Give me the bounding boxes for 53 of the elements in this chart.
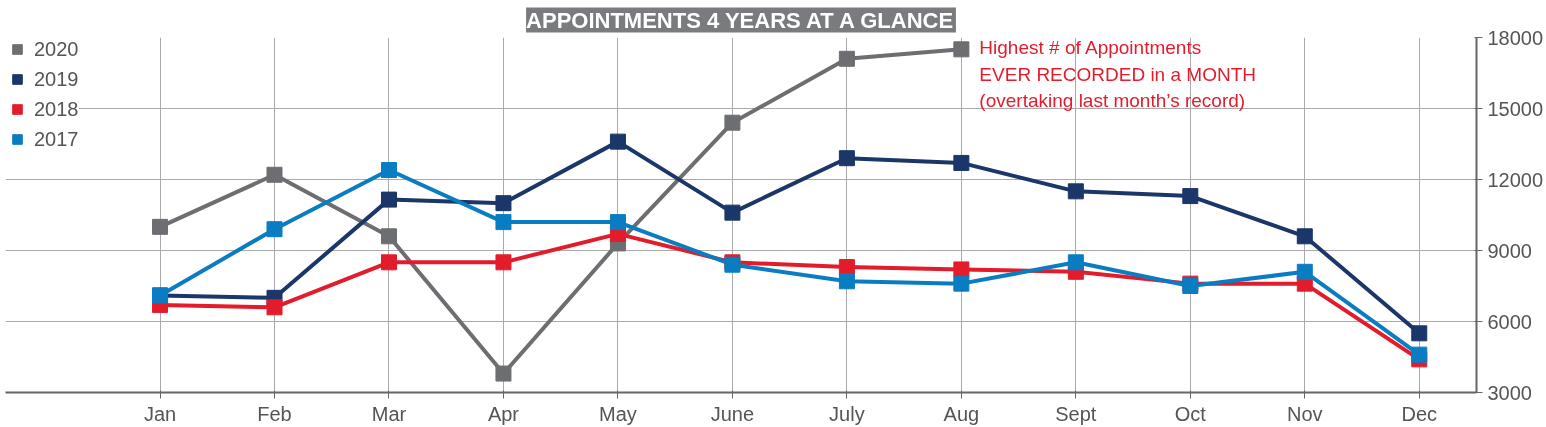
legend-label: 2019 xyxy=(34,67,79,91)
x-tick-label: May xyxy=(599,402,637,425)
chart-title: APPOINTMENTS 4 YEARS AT A GLANCE xyxy=(526,7,954,33)
x-tick-label: July xyxy=(829,402,865,425)
point xyxy=(838,273,855,290)
x-tick-label: Apr xyxy=(487,402,520,425)
point xyxy=(380,162,397,179)
point xyxy=(953,275,970,292)
point xyxy=(1182,188,1199,205)
point xyxy=(609,214,626,231)
legend-label: 2018 xyxy=(34,97,79,121)
point xyxy=(1296,228,1313,245)
x-tick-label: Mar xyxy=(371,402,407,425)
point xyxy=(1067,183,1084,200)
point xyxy=(838,150,855,167)
y-tick-label: 12000 xyxy=(1487,168,1544,191)
legend-label: 2017 xyxy=(34,127,79,151)
x-tick-label: June xyxy=(710,402,755,425)
x-tick-label: Dec xyxy=(1401,402,1438,425)
point xyxy=(266,166,283,183)
point xyxy=(495,214,512,231)
legend-label: 2020 xyxy=(34,37,79,61)
y-tick-label: 15000 xyxy=(1487,97,1544,120)
x-tick-label: Aug xyxy=(943,402,980,425)
point xyxy=(1411,325,1428,342)
point xyxy=(1296,263,1313,280)
point xyxy=(1411,346,1428,363)
point xyxy=(380,191,397,208)
point xyxy=(380,254,397,271)
x-tick-label: Oct xyxy=(1174,402,1207,425)
point xyxy=(380,228,397,245)
point xyxy=(495,254,512,271)
x-tick-label: Feb xyxy=(257,402,292,425)
point xyxy=(266,221,283,238)
point xyxy=(266,299,283,316)
annotation: Highest # of Appointments EVER RECORDED in a MONTH (overtaking last month’s record) xyxy=(979,37,1256,111)
y-tick-label: 3000 xyxy=(1487,381,1532,404)
y-tick-label: 6000 xyxy=(1487,310,1532,333)
point xyxy=(609,133,626,150)
point xyxy=(724,204,741,221)
x-tick-label: Sept xyxy=(1055,402,1097,425)
point xyxy=(953,41,970,58)
point xyxy=(495,365,512,382)
x-tick-label: Nov xyxy=(1287,402,1323,425)
y-tick-label: 9000 xyxy=(1487,239,1532,262)
point xyxy=(953,154,970,171)
point xyxy=(1067,254,1084,271)
point xyxy=(838,50,855,67)
y-tick-label: 18000 xyxy=(1487,26,1544,49)
point xyxy=(495,195,512,212)
x-tick-label: Jan xyxy=(143,402,177,425)
point xyxy=(724,114,741,131)
point xyxy=(152,218,169,235)
